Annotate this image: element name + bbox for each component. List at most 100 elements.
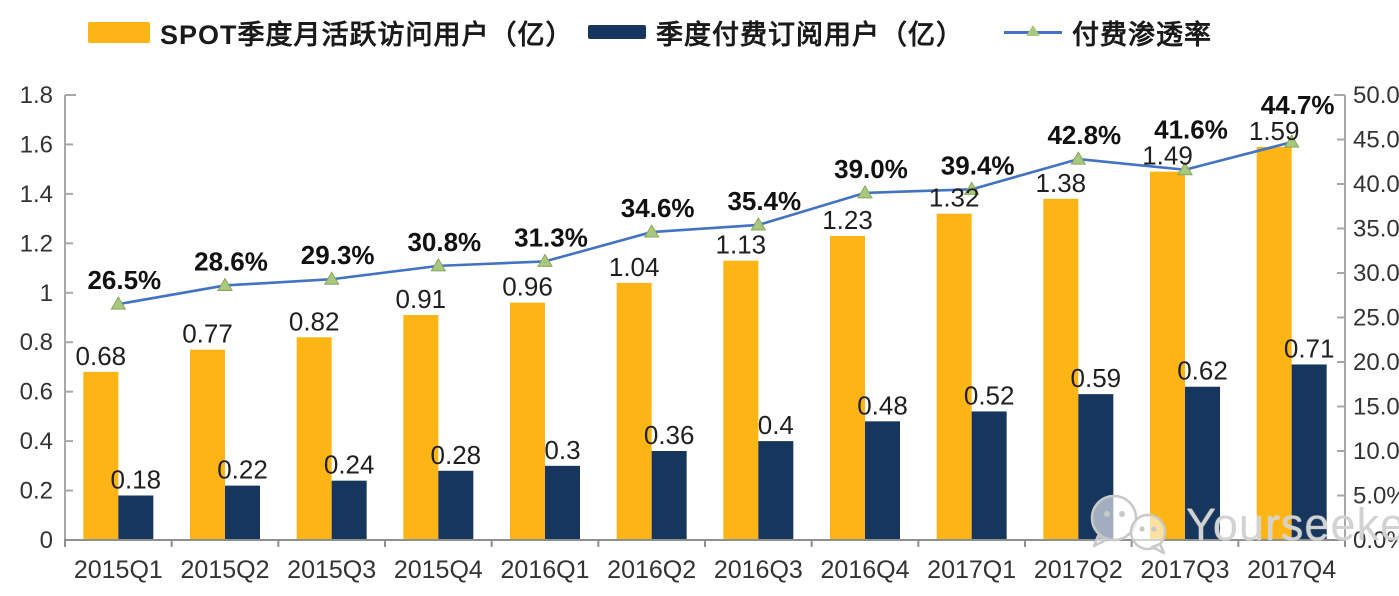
- penetration-marker: [110, 296, 127, 310]
- right-axis-tick-label: 15.0%: [1353, 394, 1399, 421]
- x-axis-category-label: 2017Q1: [927, 556, 1016, 584]
- bar-mau: [1043, 198, 1079, 541]
- right-axis-tick-label: 10.0%: [1353, 438, 1399, 465]
- bar-label-paid: 0.59: [1071, 363, 1122, 393]
- x-axis-category-label: 2017Q2: [1034, 556, 1123, 584]
- bar-label-paid: 0.62: [1177, 356, 1228, 386]
- bar-label-paid: 0.4: [758, 410, 794, 440]
- penetration-label: 29.3%: [301, 240, 375, 270]
- bar-label-paid: 0.18: [111, 465, 162, 495]
- bar-mau: [83, 371, 119, 540]
- x-axis-category-label: 2017Q3: [1141, 556, 1230, 584]
- penetration-label: 44.7%: [1261, 90, 1335, 120]
- bar-label-mau: 0.91: [396, 284, 447, 314]
- penetration-label: 26.5%: [87, 265, 161, 295]
- bar-paid: [438, 470, 474, 540]
- x-axis-category-label: 2016Q2: [607, 556, 696, 584]
- penetration-marker: [430, 257, 447, 272]
- x-axis-category-label: 2017Q4: [1247, 556, 1336, 584]
- bar-mau: [723, 260, 759, 540]
- penetration-line-swatch: [1004, 23, 1062, 41]
- bar-label-mau: 1.04: [609, 252, 660, 282]
- bar-label-paid: 0.71: [1284, 333, 1335, 363]
- left-axis-tick-label: 1.8: [20, 82, 53, 109]
- bar-mau: [190, 349, 225, 540]
- penetration-marker: [750, 216, 767, 231]
- right-axis-tick-label: 50.0%: [1353, 82, 1399, 109]
- bar-mau: [830, 235, 865, 540]
- bar-label-paid: 0.24: [324, 450, 375, 480]
- bar-mau: [936, 213, 972, 540]
- penetration-label: 30.8%: [407, 227, 481, 257]
- x-axis-category-label: 2015Q2: [181, 556, 270, 584]
- bar-label-mau: 1.38: [1036, 168, 1087, 198]
- left-axis-tick-label: 0.2: [20, 478, 53, 505]
- bar-label-mau: 0.77: [182, 319, 233, 349]
- bar-label-paid: 0.52: [964, 380, 1015, 410]
- bar-paid: [651, 451, 687, 540]
- bar-label-mau: 1.59: [1249, 116, 1300, 146]
- penetration-marker: [1177, 161, 1193, 176]
- right-axis-tick-label: 0.0%: [1353, 527, 1399, 554]
- x-axis-category-label: 2016Q1: [501, 556, 590, 584]
- left-axis-tick-label: 0.8: [20, 329, 53, 356]
- bar-paid: [1078, 394, 1114, 540]
- legend-label-paid: 季度付费订阅用户（亿）: [656, 19, 964, 50]
- bar-label-mau: 0.96: [502, 272, 553, 302]
- left-axis-tick-label: 0: [40, 527, 53, 554]
- penetration-marker: [963, 181, 980, 195]
- x-axis-category-label: 2015Q1: [74, 556, 163, 584]
- bar-label-paid: 0.36: [644, 420, 695, 450]
- penetration-label: 42.8%: [1047, 120, 1121, 150]
- bar-paid: [118, 495, 154, 540]
- bar-label-paid: 0.48: [857, 390, 908, 420]
- bar-label-mau: 1.13: [716, 230, 767, 260]
- bar-mau: [510, 302, 545, 540]
- legend-item-penetration: 付费渗透率: [1004, 16, 1212, 50]
- bar-paid: [225, 485, 260, 540]
- x-axis-category-label: 2016Q3: [714, 556, 803, 584]
- bar-paid: [865, 421, 900, 540]
- right-axis-tick-label: 25.0%: [1353, 305, 1399, 332]
- penetration-marker: [643, 224, 660, 238]
- legend-label-mau: SPOT季度月活跃访问用户（亿）: [160, 19, 574, 50]
- mau-bar-swatch: [88, 21, 150, 43]
- bar-mau: [1256, 146, 1292, 540]
- penetration-label: 41.6%: [1154, 115, 1228, 145]
- penetration-label: 34.6%: [621, 193, 695, 223]
- triangle-marker-icon: [1026, 25, 1040, 36]
- legend-item-mau: SPOT季度月活跃访问用户（亿）: [88, 16, 574, 50]
- penetration-line: [118, 140, 1292, 306]
- bar-mau: [616, 282, 652, 540]
- penetration-marker: [323, 271, 340, 285]
- bar-paid: [971, 411, 1007, 540]
- bar-mau: [1150, 171, 1185, 540]
- bar-paid: [331, 480, 367, 540]
- penetration-label: 35.4%: [727, 186, 801, 216]
- legend-label-penetration: 付费渗透率: [1072, 19, 1212, 50]
- penetration-marker: [537, 253, 553, 267]
- bar-label-mau: 0.68: [76, 341, 127, 371]
- right-axis-tick-label: 5.0%: [1353, 483, 1399, 510]
- left-axis-tick-label: 1.2: [20, 230, 53, 257]
- bar-mau: [403, 315, 439, 540]
- legend-item-paid: 季度付费订阅用户（亿）: [588, 16, 964, 50]
- penetration-label: 28.6%: [194, 246, 268, 276]
- penetration-marker: [217, 277, 233, 291]
- right-axis-tick-label: 40.0%: [1353, 171, 1399, 198]
- bar-label-paid: 0.3: [544, 435, 580, 465]
- left-axis-tick-label: 1.6: [20, 131, 53, 158]
- right-axis-tick-label: 35.0%: [1353, 216, 1399, 243]
- bar-paid: [1291, 364, 1327, 540]
- left-axis-tick-label: 1.4: [20, 181, 53, 208]
- bar-mau: [296, 337, 332, 540]
- penetration-label: 39.0%: [834, 154, 908, 184]
- penetration-marker: [857, 184, 873, 199]
- bar-paid: [1185, 386, 1220, 540]
- bar-label-paid: 0.22: [217, 455, 268, 485]
- x-axis-category-label: 2016Q4: [821, 556, 910, 584]
- bar-paid: [758, 441, 794, 540]
- right-axis-tick-label: 30.0%: [1353, 260, 1399, 287]
